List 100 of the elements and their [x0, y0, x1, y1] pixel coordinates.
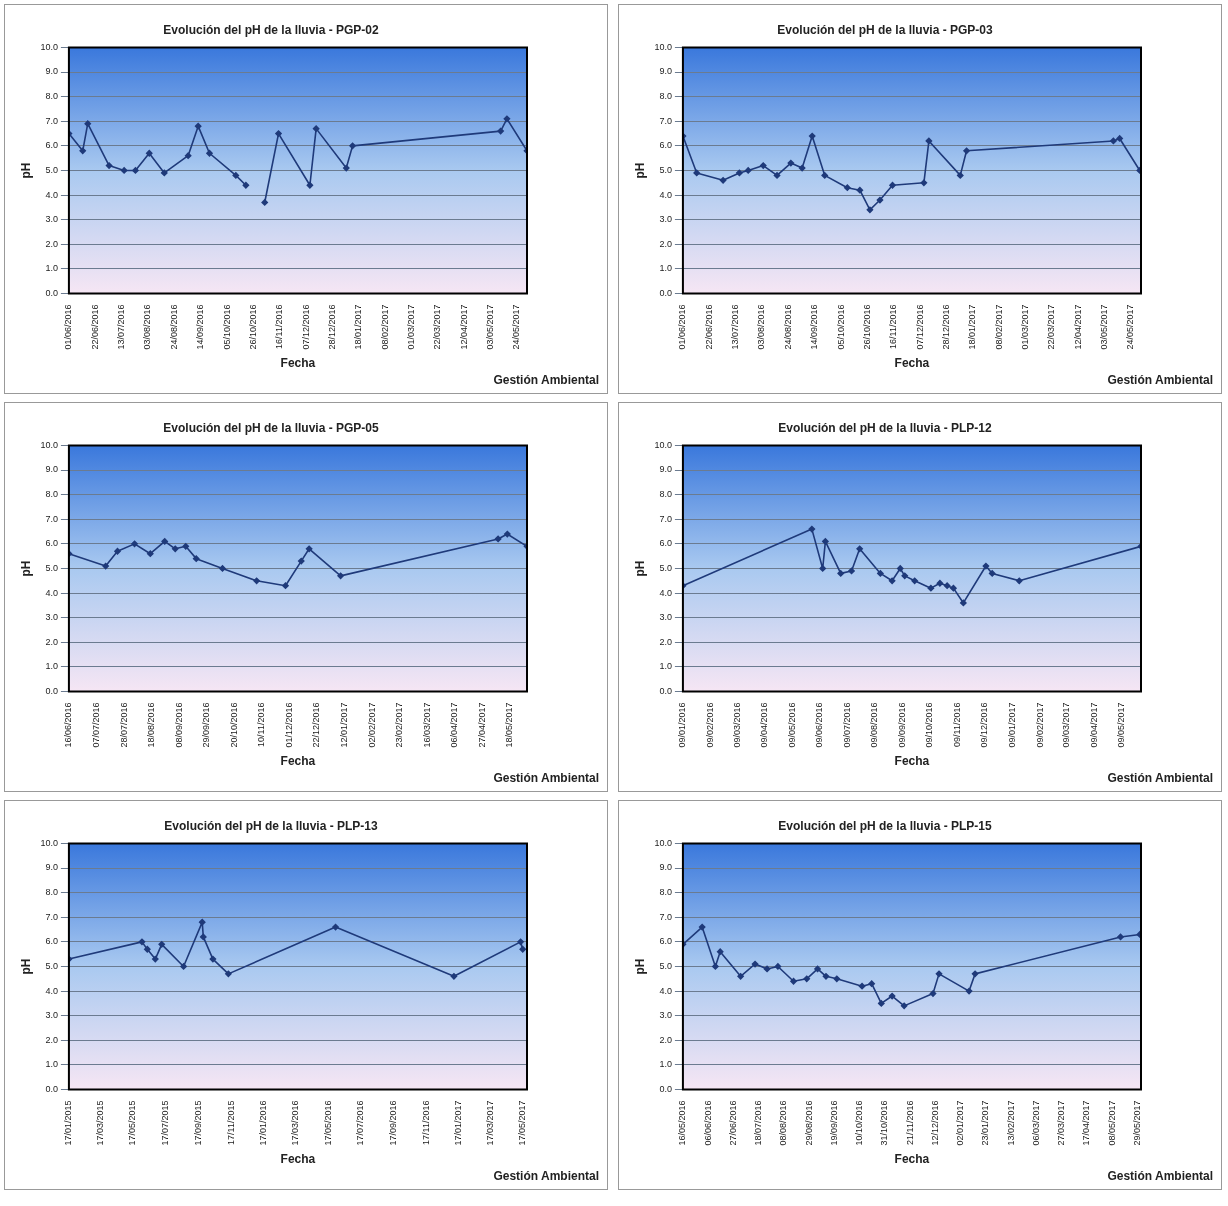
- x-tick-label: 09/04/2016: [759, 702, 770, 748]
- text: Gestión Ambiental: [493, 771, 599, 786]
- y-tick-label: 3.0: [45, 612, 58, 623]
- y-tick-label: 1.0: [659, 263, 672, 274]
- y-tick-label: 9.0: [45, 464, 58, 475]
- y-axis-title: pH: [632, 560, 647, 577]
- x-tick-label: 21/11/2016: [904, 1100, 915, 1145]
- y-tick-label: 5.0: [659, 960, 672, 971]
- y-tick-label: 2.0: [45, 636, 58, 647]
- x-tick-label: 12/04/2017: [1072, 304, 1083, 350]
- x-tick-label: 16/05/2016: [677, 1100, 688, 1146]
- x-tick-label: 22/03/2017: [432, 304, 443, 350]
- x-tick-label: 10/10/2016: [854, 1100, 865, 1146]
- x-tick-label: 29/09/2016: [201, 702, 212, 748]
- y-tick-label: 1.0: [45, 1059, 58, 1070]
- x-tick-label: 12/01/2017: [339, 702, 350, 748]
- x-tick-label: 06/04/2017: [449, 702, 460, 748]
- x-tick-label: 24/08/2016: [168, 304, 179, 350]
- y-tick-label: 8.0: [45, 887, 58, 898]
- x-tick-label: 16/11/2016: [888, 304, 899, 349]
- y-tick-label: 3.0: [659, 612, 672, 623]
- x-tick-label: 14/09/2016: [195, 304, 206, 350]
- y-tick-label: 1.0: [45, 263, 58, 274]
- y-tick-label: 8.0: [45, 489, 58, 500]
- y-tick-label: 9.0: [659, 66, 672, 77]
- x-tick-label: 02/02/2017: [366, 702, 377, 748]
- x-tick-label: 26/10/2016: [247, 304, 258, 350]
- y-tick-label: 7.0: [45, 115, 58, 126]
- x-axis-title: Fecha: [280, 754, 316, 769]
- y-tick-label: 6.0: [45, 538, 58, 549]
- x-tick-label: 17/01/2015: [63, 1100, 74, 1146]
- y-tick-label: 3.0: [45, 1010, 58, 1021]
- x-tick-label: 09/11/2016: [952, 702, 963, 747]
- y-tick-label: 7.0: [45, 911, 58, 922]
- y-tick-label: 8.0: [45, 91, 58, 102]
- x-tick-label: 06/03/2017: [1030, 1100, 1041, 1146]
- y-tick-label: 7.0: [45, 513, 58, 524]
- text: Gestión Ambiental: [493, 1169, 599, 1184]
- x-tick-label: 17/11/2016: [420, 1100, 431, 1145]
- x-tick-label: 13/07/2016: [730, 304, 741, 350]
- x-tick-label: 22/06/2016: [703, 304, 714, 350]
- y-tick-label: 7.0: [659, 513, 672, 524]
- y-tick-label: 4.0: [659, 587, 672, 598]
- y-tick-label: 5.0: [45, 562, 58, 573]
- x-tick-label: 12/04/2017: [458, 304, 469, 350]
- y-tick-label: 6.0: [659, 936, 672, 947]
- x-tick-label: 31/10/2016: [879, 1100, 890, 1146]
- x-tick-label: 09/12/2016: [979, 702, 990, 748]
- chart-title: Evolución del pH de la lluvia - PGP-05: [163, 420, 380, 435]
- x-tick-label: 01/03/2017: [406, 304, 417, 350]
- x-tick-label: 17/07/2015: [159, 1100, 170, 1146]
- text: Gestión Ambiental: [493, 373, 599, 388]
- chart-title: Evolución del pH de la lluvia - PGP-02: [163, 22, 380, 37]
- y-tick-label: 2.0: [45, 1034, 58, 1045]
- x-tick-label: 17/03/2016: [290, 1100, 301, 1146]
- x-tick-label: 03/05/2017: [1099, 304, 1110, 350]
- x-tick-label: 17/09/2016: [388, 1100, 399, 1146]
- y-tick-label: 10.0: [654, 837, 672, 848]
- x-tick-label: 09/10/2016: [924, 702, 935, 748]
- x-tick-label: 07/07/2016: [90, 702, 101, 748]
- x-tick-label: 27/06/2016: [727, 1100, 738, 1146]
- x-axis-title: Fecha: [894, 754, 930, 769]
- y-tick-label: 0.0: [45, 686, 58, 697]
- y-tick-label: 2.0: [659, 238, 672, 249]
- x-tick-label: 22/12/2016: [311, 702, 322, 748]
- x-tick-label: 16/06/2016: [63, 702, 74, 748]
- x-tick-label: 08/09/2016: [173, 702, 184, 748]
- x-tick-label: 22/03/2017: [1046, 304, 1057, 350]
- x-tick-label: 13/07/2016: [116, 304, 127, 350]
- x-tick-label: 26/10/2016: [861, 304, 872, 350]
- x-tick-label: 08/02/2017: [379, 304, 390, 350]
- x-tick-label: 18/01/2017: [353, 304, 364, 350]
- y-tick-label: 2.0: [659, 1034, 672, 1045]
- x-tick-label: 16/11/2016: [274, 304, 285, 349]
- x-tick-label: 01/12/2016: [283, 702, 294, 748]
- y-tick-label: 3.0: [45, 214, 58, 225]
- y-tick-label: 3.0: [659, 214, 672, 225]
- y-tick-label: 0.0: [659, 288, 672, 299]
- y-axis-title: pH: [632, 162, 647, 179]
- text: Gestión Ambiental: [1107, 1169, 1213, 1184]
- x-tick-label: 17/11/2015: [225, 1100, 236, 1145]
- x-tick-label: 19/09/2016: [828, 1100, 839, 1146]
- x-tick-label: 28/12/2016: [940, 304, 951, 350]
- y-tick-label: 6.0: [659, 538, 672, 549]
- x-tick-label: 01/03/2017: [1020, 304, 1031, 350]
- y-tick-label: 9.0: [659, 464, 672, 475]
- x-tick-label: 24/05/2017: [1125, 304, 1136, 350]
- x-tick-label: 17/01/2017: [453, 1100, 464, 1146]
- x-tick-label: 10/11/2016: [256, 702, 267, 747]
- x-tick-label: 27/03/2017: [1056, 1100, 1067, 1146]
- y-tick-label: 8.0: [659, 887, 672, 898]
- x-tick-label: 17/05/2016: [322, 1100, 333, 1146]
- y-tick-label: 0.0: [659, 686, 672, 697]
- y-tick-label: 1.0: [45, 661, 58, 672]
- x-tick-label: 27/04/2017: [476, 702, 487, 748]
- y-tick-label: 7.0: [659, 115, 672, 126]
- x-tick-label: 09/05/2016: [786, 702, 797, 748]
- x-tick-label: 17/05/2015: [127, 1100, 138, 1146]
- x-tick-label: 03/05/2017: [485, 304, 496, 350]
- y-axis-title: pH: [632, 958, 647, 975]
